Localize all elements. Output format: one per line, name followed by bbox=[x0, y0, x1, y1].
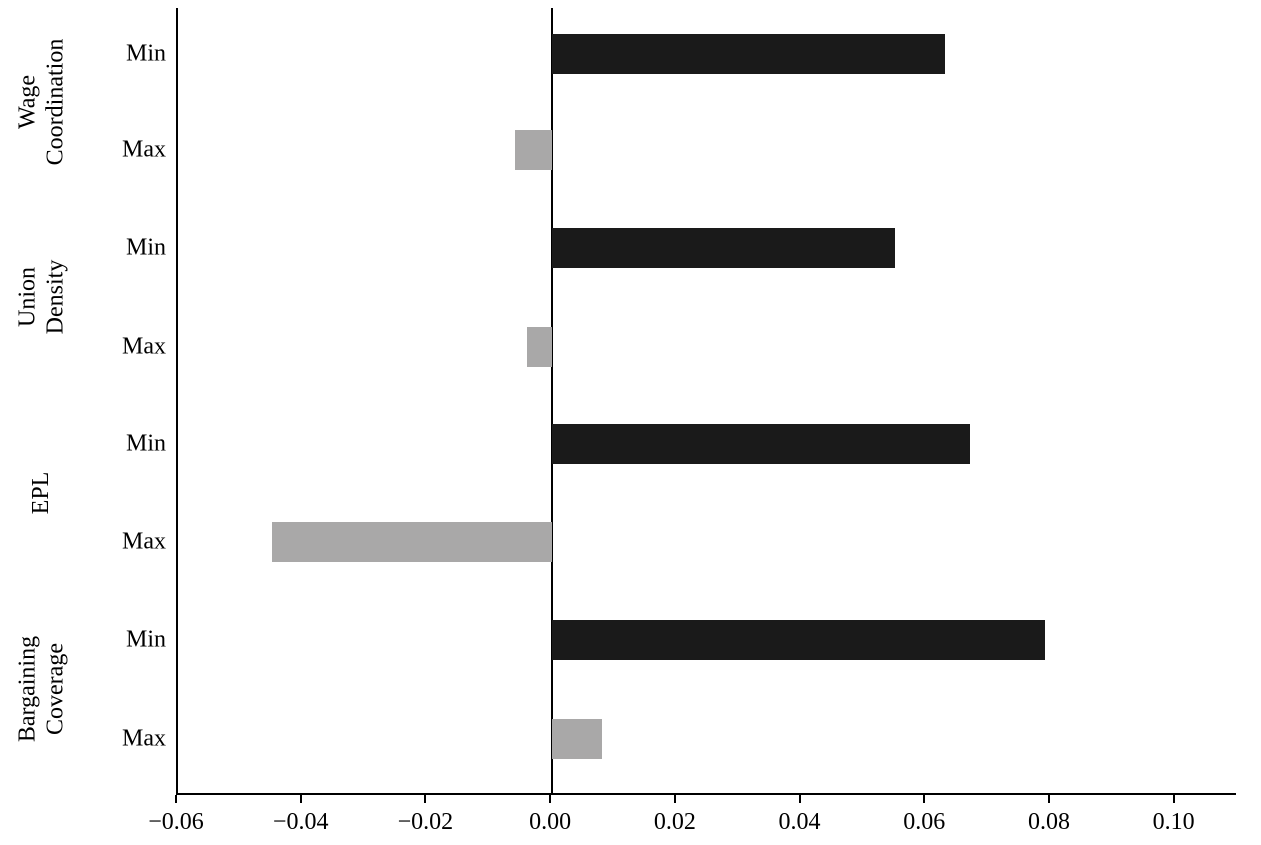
y-row-label: Max bbox=[122, 334, 166, 361]
y-group-label: WageCoordination bbox=[14, 39, 69, 166]
bar bbox=[527, 327, 552, 367]
x-tick-label: 0.02 bbox=[654, 809, 696, 836]
y-row-label: Min bbox=[126, 431, 166, 458]
x-tick-label: 0.00 bbox=[529, 809, 571, 836]
x-tick-label: −0.04 bbox=[273, 809, 329, 836]
bar bbox=[272, 522, 553, 562]
y-row-label: Min bbox=[126, 235, 166, 262]
y-row-label: Max bbox=[122, 137, 166, 164]
x-tick bbox=[1048, 795, 1050, 803]
x-tick bbox=[799, 795, 801, 803]
bar bbox=[552, 424, 970, 464]
horizontal-bar-chart: −0.06−0.04−0.020.000.020.040.060.080.10 … bbox=[0, 0, 1261, 845]
x-tick bbox=[1173, 795, 1175, 803]
bar bbox=[552, 228, 895, 268]
x-tick-label: 0.04 bbox=[779, 809, 821, 836]
x-tick bbox=[424, 795, 426, 803]
y-row-label: Min bbox=[126, 41, 166, 68]
bar bbox=[552, 620, 1045, 660]
plot-area bbox=[176, 8, 1236, 795]
x-tick-label: −0.02 bbox=[398, 809, 454, 836]
y-row-label: Min bbox=[126, 627, 166, 654]
x-tick bbox=[923, 795, 925, 803]
y-row-label: Max bbox=[122, 726, 166, 753]
x-tick bbox=[674, 795, 676, 803]
y-group-label: EPL bbox=[28, 472, 56, 515]
y-row-label: Max bbox=[122, 529, 166, 556]
x-tick-label: −0.06 bbox=[148, 809, 204, 836]
y-group-label: BargainingCoverage bbox=[14, 636, 69, 742]
bar bbox=[552, 34, 945, 74]
x-tick-label: 0.06 bbox=[903, 809, 945, 836]
x-tick bbox=[175, 795, 177, 803]
bar bbox=[515, 130, 552, 170]
y-group-label: UnionDensity bbox=[14, 260, 69, 335]
zero-line bbox=[551, 8, 553, 793]
x-tick bbox=[549, 795, 551, 803]
bar bbox=[552, 719, 602, 759]
x-tick bbox=[300, 795, 302, 803]
x-tick-label: 0.08 bbox=[1028, 809, 1070, 836]
x-tick-label: 0.10 bbox=[1153, 809, 1195, 836]
